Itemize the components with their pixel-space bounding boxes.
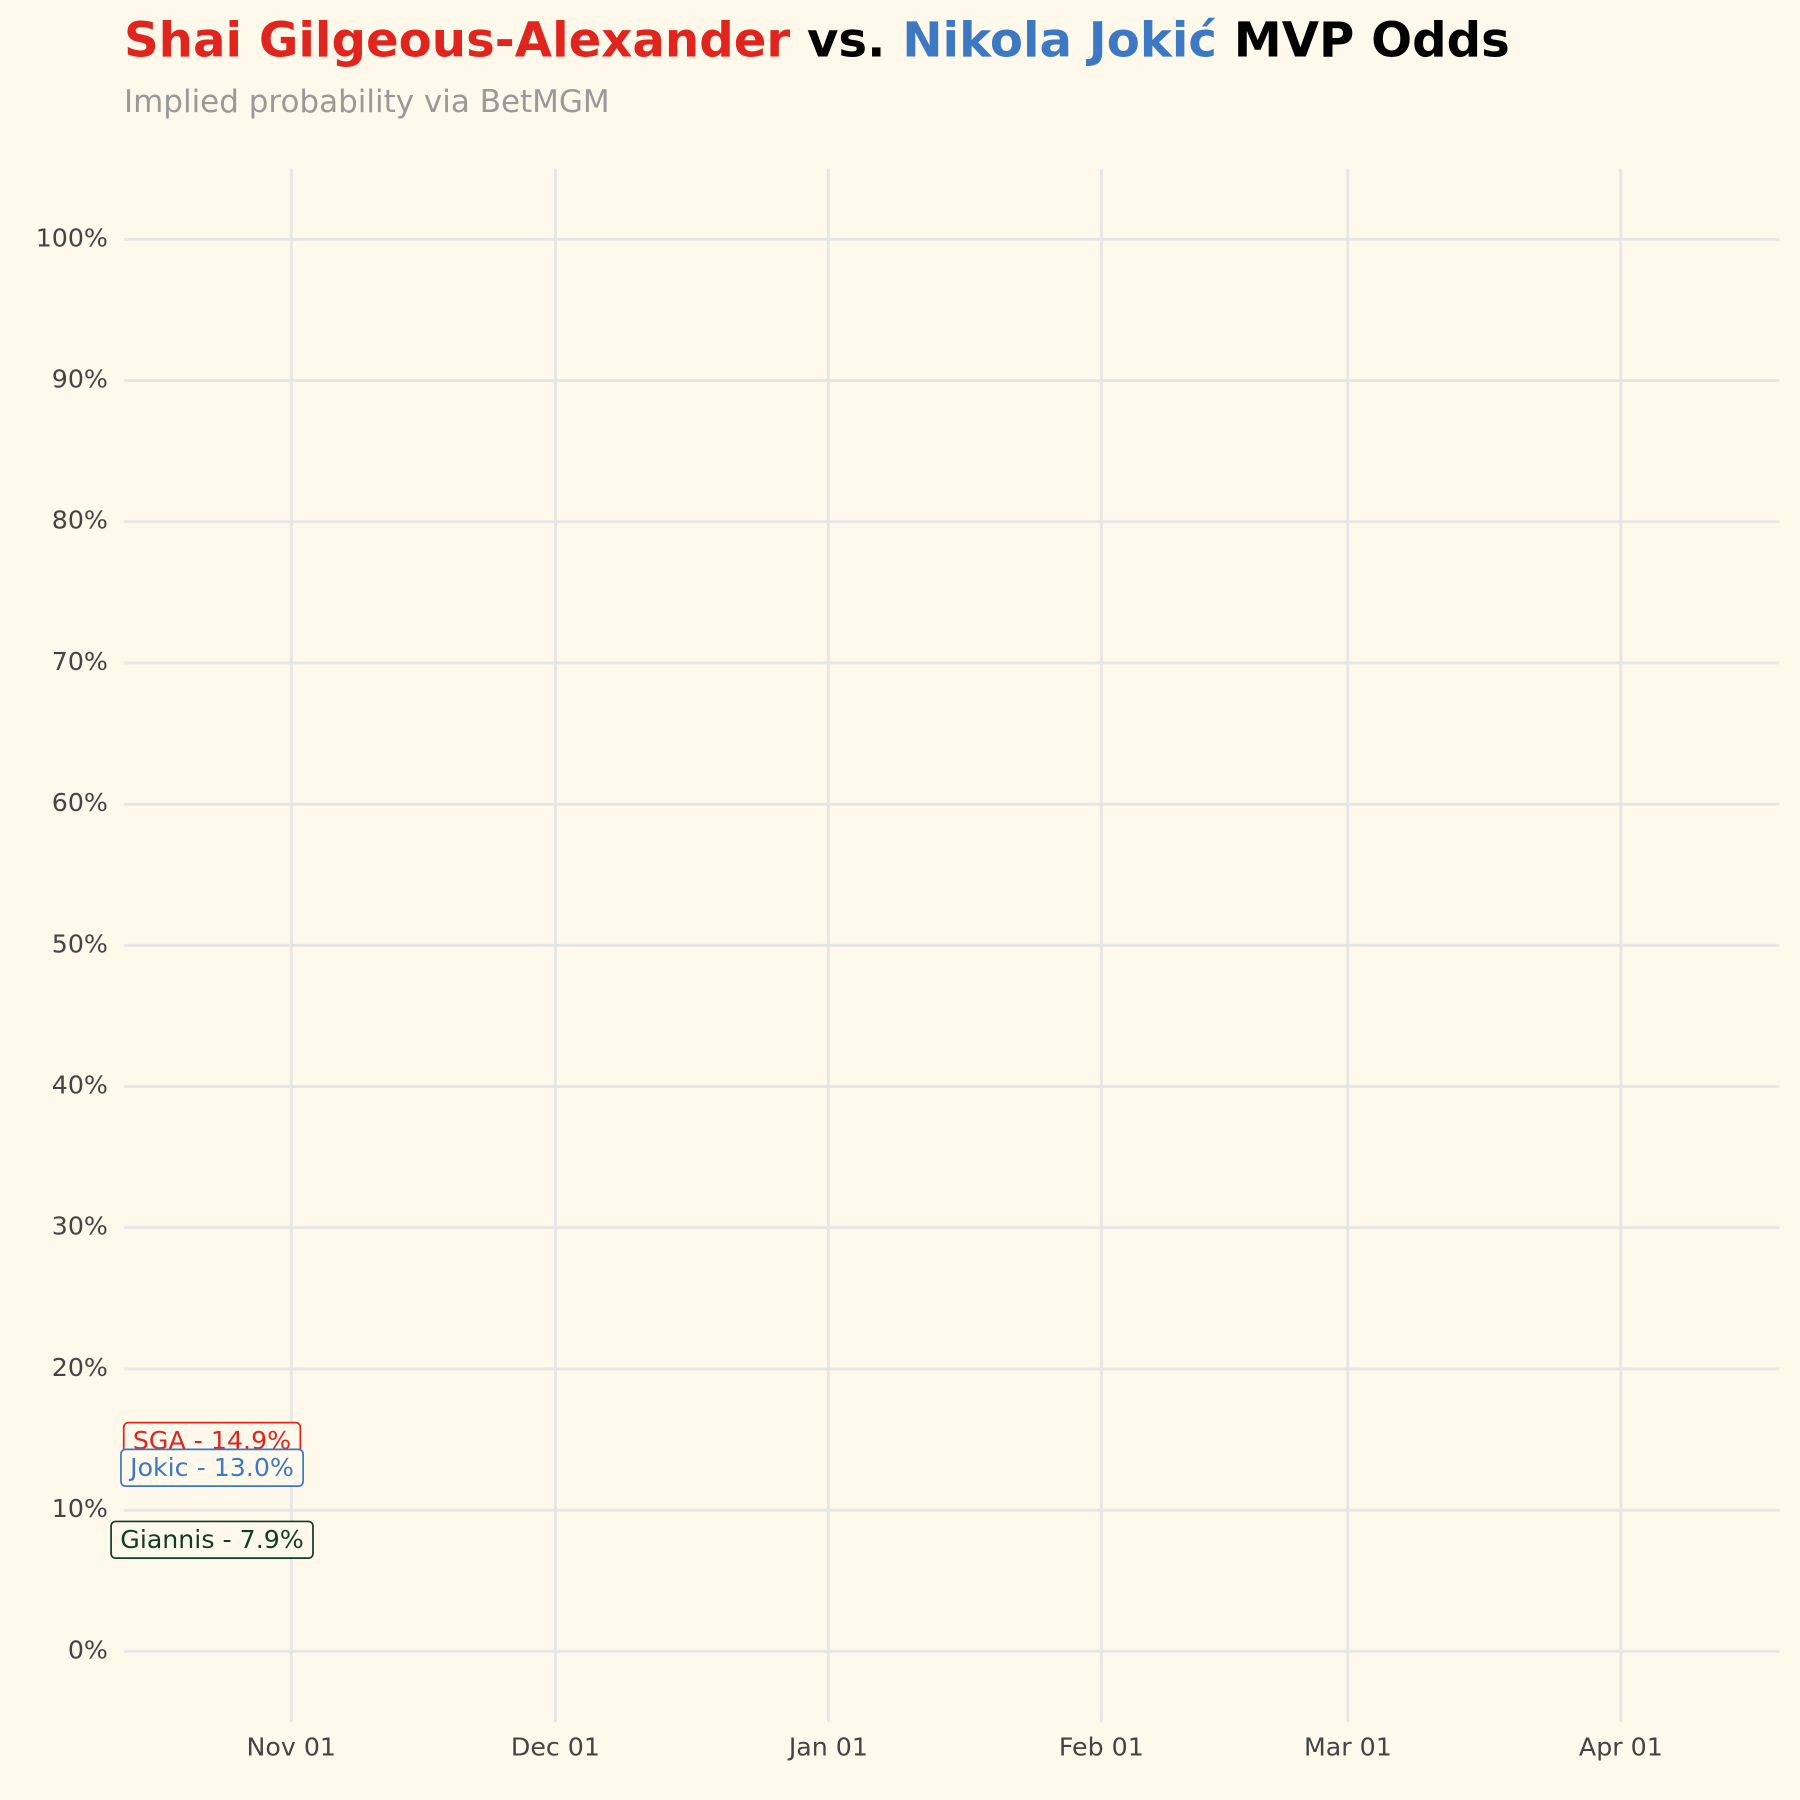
chart-subtitle: Implied probability via BetMGM: [124, 84, 610, 120]
title-part: MVP Odds: [1217, 13, 1510, 69]
y-tick-label: 30%: [52, 1212, 108, 1241]
y-tick-label: 90%: [52, 365, 108, 394]
y-tick-label: 80%: [52, 506, 108, 535]
data-label-box: [120, 1448, 304, 1488]
chart-title: Shai Gilgeous-Alexander vs. Nikola Jokić…: [124, 13, 1510, 69]
data-label-text: Jokic - 13.0%: [128, 1453, 294, 1482]
y-tick-label: 20%: [52, 1353, 108, 1382]
y-tick-label: 0%: [68, 1635, 108, 1664]
title-part: vs.: [790, 13, 902, 69]
title-part: Nikola Jokić: [902, 13, 1217, 69]
x-tick-label: Feb 01: [1059, 1732, 1144, 1761]
data-label-text: Giannis - 7.9%: [120, 1525, 304, 1554]
x-tick-label: Apr 01: [1579, 1732, 1663, 1761]
x-tick-label: Mar 01: [1304, 1732, 1392, 1761]
y-tick-label: 100%: [36, 223, 108, 252]
grid: [123, 168, 1780, 1722]
data-label: Jokic - 13.0%: [120, 1448, 304, 1488]
title-part: Shai Gilgeous-Alexander: [124, 13, 790, 69]
x-tick-label: Dec 01: [511, 1732, 600, 1761]
y-tick-label: 10%: [52, 1494, 108, 1523]
data-label: Giannis - 7.9%: [110, 1520, 314, 1560]
data-label-box: [110, 1520, 314, 1560]
x-tick-label: Jan 01: [787, 1732, 868, 1761]
y-tick-label: 70%: [52, 647, 108, 676]
y-tick-label: 50%: [52, 929, 108, 958]
y-tick-label: 40%: [52, 1071, 108, 1100]
y-tick-label: 60%: [52, 788, 108, 817]
x-tick-label: Nov 01: [247, 1732, 336, 1761]
